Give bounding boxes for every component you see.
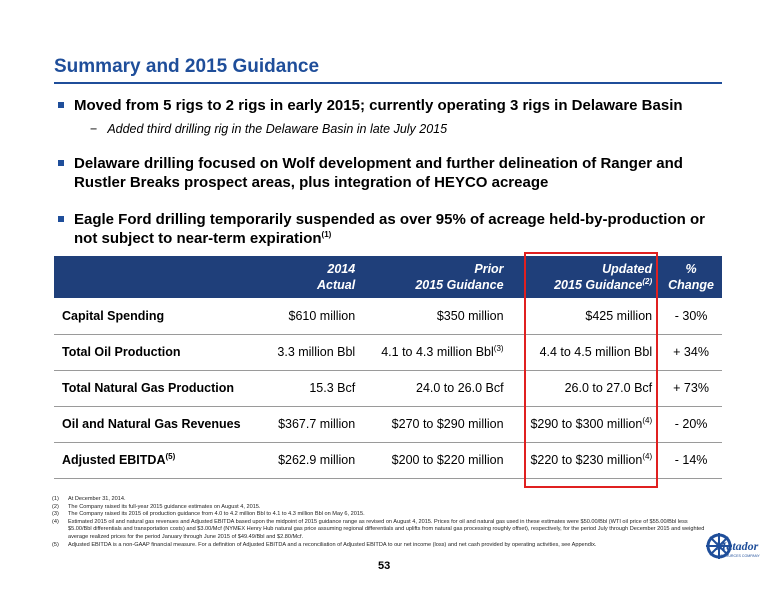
cell-prior: $200 to $220 million xyxy=(363,442,512,479)
table-row: Total Oil Production 3.3 million Bbl 4.1… xyxy=(54,334,722,371)
table-row: Oil and Natural Gas Revenues $367.7 mill… xyxy=(54,406,722,443)
cell-change: - 20% xyxy=(660,406,722,443)
bullet-text: Delaware drilling focused on Wolf develo… xyxy=(74,155,683,191)
header-updated: Updated 2015 Guidance(2) xyxy=(554,262,653,292)
footnote: (1) At December 31, 2014. xyxy=(52,496,126,502)
table-row: Capital Spending $610 million $350 milli… xyxy=(54,298,722,335)
bullet-text: Eagle Ford drilling temporarily suspende… xyxy=(74,210,718,248)
row-label: Total Natural Gas Production xyxy=(54,370,257,407)
bullet-marker xyxy=(58,102,64,108)
footnotes: (1) At December 31, 2014. (2) The Company … xyxy=(52,496,712,549)
page-number: 53 xyxy=(378,560,391,572)
sub-bullet-text: Added third drilling rig in the Delaware… xyxy=(107,122,448,136)
bullet-marker xyxy=(58,160,64,166)
cell-prior: $350 million xyxy=(363,298,512,335)
footnote: (5) Adjusted EBITDA is a non-GAAP financi… xyxy=(52,541,597,548)
header-actual: 2014 Actual xyxy=(317,262,356,292)
page-title: Summary and 2015 Guidance xyxy=(54,56,320,77)
updated-guidance-highlight-box xyxy=(524,252,658,488)
table-header-row: 2014 Actual Prior 2015 Guidance Updated 201… xyxy=(54,256,722,298)
cell-updated: $425 million xyxy=(511,298,661,335)
bullet-text: Moved from 5 rigs to 2 rigs in early 201… xyxy=(74,97,683,114)
row-label: Adjusted EBITDA(5) xyxy=(54,442,257,479)
logo-spokes xyxy=(706,533,732,559)
cell-prior: 24.0 to 26.0 Bcf xyxy=(363,370,512,407)
cell-change: + 73% xyxy=(660,370,722,407)
cell-change: + 34% xyxy=(660,334,722,371)
header-change: % Change xyxy=(668,262,714,292)
cell-actual: $610 million xyxy=(256,298,364,335)
footnote-ref: (1) xyxy=(321,230,332,239)
cell-actual: $262.9 million xyxy=(256,442,364,479)
dash-marker: − xyxy=(90,122,98,136)
logo-text: Matador xyxy=(715,539,759,553)
bullet-1: Moved from 5 rigs to 2 rigs in early 201… xyxy=(58,96,718,115)
bullet-2: Delaware drilling focused on Wolf develo… xyxy=(58,154,718,192)
cell-actual: 3.3 million Bbl xyxy=(256,334,364,371)
matador-logo: Matador RESOURCES COMPANY xyxy=(706,533,760,559)
cell-updated: 26.0 to 27.0 Bcf xyxy=(511,370,661,407)
cell-actual: 15.3 Bcf xyxy=(256,370,364,407)
table-row: Total Natural Gas Production 15.3 Bcf 24… xyxy=(54,370,722,407)
bullet-text-main: Eagle Ford drilling temporarily suspende… xyxy=(74,211,705,247)
row-label: Oil and Natural Gas Revenues xyxy=(54,406,257,443)
bullet-marker xyxy=(58,216,64,222)
guidance-table: 2014 Actual Prior 2015 Guidance Updated 201… xyxy=(54,256,722,479)
footnote: (2) The Company raised its full-year 2015… xyxy=(52,503,261,510)
cell-change: - 14% xyxy=(660,442,722,479)
cell-actual: $367.7 million xyxy=(256,406,364,443)
footnote: (4) Estimated 2015 oil and natural gas re… xyxy=(52,518,705,540)
table-row: Adjusted EBITDA(5) $262.9 million $200 t… xyxy=(54,442,722,479)
cell-prior: 4.1 to 4.3 million Bbl(3) xyxy=(363,334,512,371)
footnote: (3) The Company raised its 2015 oil produ… xyxy=(52,511,365,518)
row-label: Total Oil Production xyxy=(54,334,257,371)
header-prior: Prior 2015 Guidance xyxy=(415,262,504,292)
row-label: Capital Spending xyxy=(54,298,257,335)
logo-subtext: RESOURCES COMPANY xyxy=(718,554,760,558)
cell-updated: 4.4 to 4.5 million Bbl xyxy=(511,334,661,371)
cell-updated: $290 to $300 million(4) xyxy=(511,406,661,443)
header-label xyxy=(54,256,256,298)
cell-prior: $270 to $290 million xyxy=(363,406,512,443)
bullet-3: Eagle Ford drilling temporarily suspende… xyxy=(58,210,718,248)
cell-change: - 30% xyxy=(660,298,722,335)
title-divider xyxy=(54,82,722,84)
cell-updated: $220 to $230 million(4) xyxy=(511,442,661,479)
sub-bullet-1: − Added third drilling rig in the Delawar… xyxy=(90,122,447,136)
